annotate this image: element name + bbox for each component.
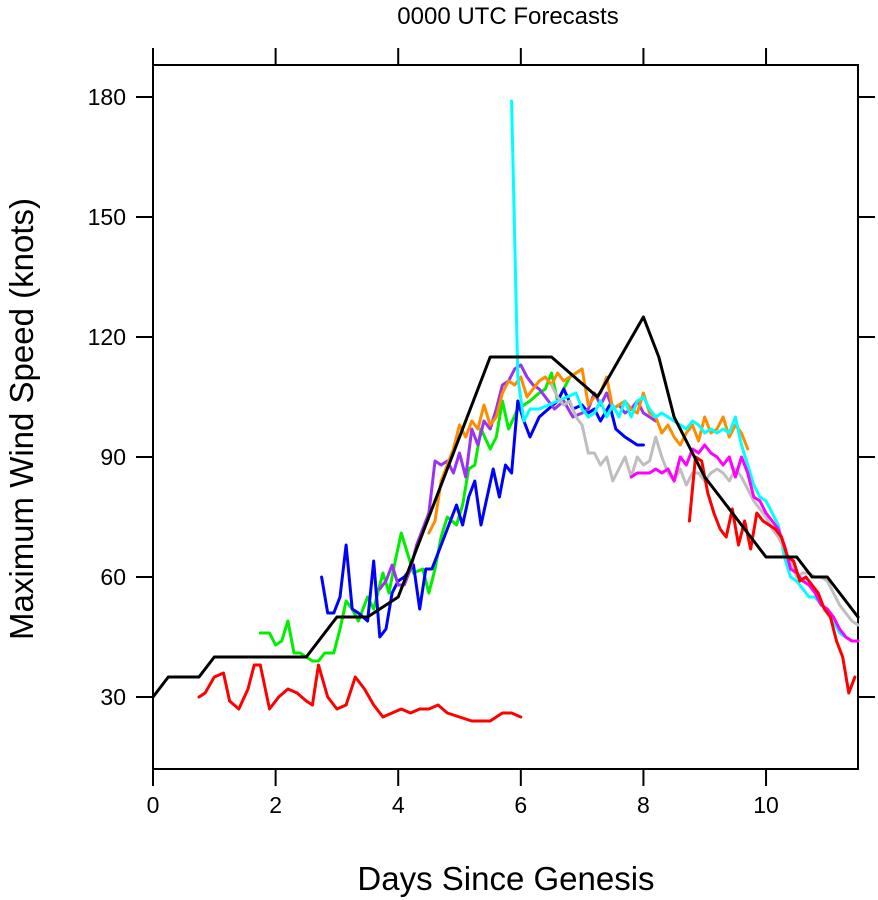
x-tick-label: 0 (147, 792, 160, 818)
series-line-2 (258, 367, 584, 663)
y-tick-label: 120 (88, 324, 126, 350)
plot-area-border (152, 64, 859, 770)
y-axis-title: Maximum Wind Speed (knots) (3, 198, 40, 640)
series-line-9 (687, 455, 857, 695)
series-group (151, 99, 860, 723)
y-tick-label: 150 (88, 204, 126, 230)
series-line-5 (427, 367, 750, 535)
x-tick-label: 8 (637, 792, 650, 818)
x-tick-label: 2 (269, 792, 282, 818)
y-tick-label: 90 (100, 444, 126, 470)
series-line-8 (629, 443, 860, 643)
chart-title: 0000 UTC Forecasts (397, 3, 618, 30)
series-line-6 (510, 99, 860, 643)
series-line-1 (197, 663, 523, 723)
x-tick-label: 6 (514, 792, 527, 818)
y-tick-label: 180 (88, 84, 126, 110)
axis-ticks: 0 2 4 6 8 10 30 60 90 120 150 180 (88, 48, 875, 818)
x-axis-title: Days Since Genesis (357, 860, 654, 897)
x-tick-label: 10 (753, 792, 779, 818)
x-tick-label: 4 (392, 792, 405, 818)
series-line-10 (151, 315, 860, 699)
y-tick-label: 30 (100, 684, 126, 710)
y-tick-label: 60 (100, 564, 126, 590)
series-line-3 (320, 387, 645, 639)
plot-frame (152, 64, 859, 770)
